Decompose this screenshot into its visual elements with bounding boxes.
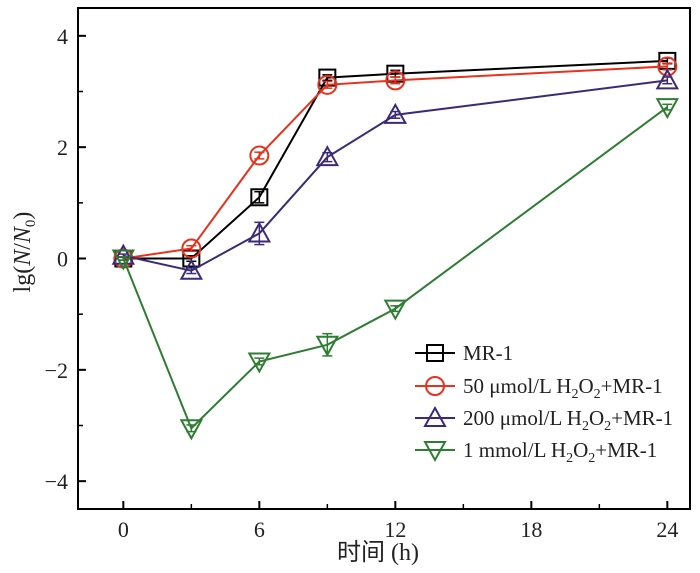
legend-item-50umol: 50 μmol/L H2O2+MR-1 (415, 374, 663, 402)
series-1mmol (111, 98, 680, 441)
data-point (317, 74, 338, 95)
legend-label-50umol: 50 μmol/L H2O2+MR-1 (463, 374, 663, 402)
axis-ticks: 0 6 12 18 24 4 2 0 −2 −4 (45, 24, 679, 542)
series-line-200umol (123, 79, 668, 272)
y-tick-label: −2 (45, 358, 68, 383)
legend-label-1mmol: 1 mmol/L H2O2+MR-1 (463, 438, 657, 466)
data-point (655, 98, 680, 120)
legend-marker-50umol (425, 376, 445, 396)
legend-marker-1mmol (423, 441, 447, 463)
data-point (315, 335, 340, 357)
data-point (179, 258, 204, 280)
y-tick-label: 0 (57, 247, 68, 272)
x-tick-label: 18 (520, 517, 542, 542)
data-point (383, 299, 408, 321)
x-tick-label: 24 (656, 517, 678, 542)
x-tick-label: 0 (118, 517, 129, 542)
legend-marker-200umol (423, 405, 447, 427)
series-line-mr1 (123, 59, 668, 260)
legend-item-200umol: 200 μmol/L H2O2+MR-1 (415, 405, 673, 434)
data-point (655, 68, 680, 90)
data-point (179, 419, 204, 441)
series-50umol (113, 56, 678, 269)
legend: MR-1 50 μmol/L H2O2+MR-1 200 μmol/L H2O2… (415, 341, 673, 466)
legend-marker-mr1 (426, 344, 444, 362)
data-point (111, 249, 136, 271)
data-point (247, 221, 272, 243)
legend-label-mr1: MR-1 (463, 341, 513, 365)
data-point (383, 102, 408, 124)
data-point (111, 243, 136, 265)
legend-label-200umol: 200 μmol/L H2O2+MR-1 (463, 406, 673, 434)
data-point (250, 188, 269, 207)
data-point (315, 145, 340, 167)
y-tick-label: 4 (57, 24, 68, 49)
series-line-50umol (123, 65, 668, 260)
x-tick-label: 12 (384, 517, 406, 542)
data-point (181, 238, 202, 259)
y-axis-title: lg(N/N0) (10, 212, 39, 293)
y-tick-label: −4 (45, 469, 68, 494)
legend-item-mr1: MR-1 (415, 341, 513, 365)
data-point (657, 56, 678, 77)
legend-item-1mmol: 1 mmol/L H2O2+MR-1 (415, 438, 657, 466)
x-axis-title: 时间 (h) (337, 539, 419, 566)
data-point (247, 352, 272, 374)
y-tick-label: 2 (57, 135, 68, 160)
data-point (385, 70, 406, 91)
data-point (249, 145, 270, 166)
series-200umol (111, 68, 680, 280)
series-layer (111, 51, 680, 441)
series-line-1mmol (122, 106, 668, 431)
series-mr1 (114, 51, 677, 268)
x-tick-label: 6 (254, 517, 265, 542)
